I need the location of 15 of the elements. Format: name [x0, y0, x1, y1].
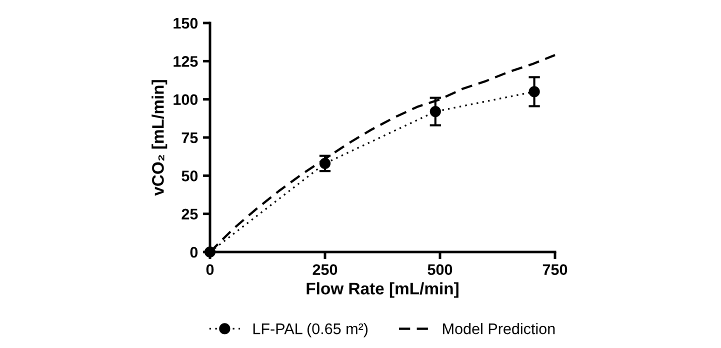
- legend-label: LF-PAL (0.65 m²): [253, 323, 368, 338]
- y-tick-label: 25: [182, 208, 198, 220]
- x-tick-label: 500: [428, 264, 452, 276]
- y-tick-label: 0: [190, 246, 198, 258]
- y-tick-label: 150: [174, 18, 198, 29]
- y-axis-title: vCO₂ [mL/min]: [152, 80, 168, 196]
- x-tick-label: 750: [542, 264, 568, 276]
- y-tick-label: 125: [174, 56, 198, 67]
- x-tick-label: 0: [206, 264, 214, 276]
- x-tick-label: 250: [312, 264, 338, 276]
- y-tick-label: 50: [182, 170, 198, 182]
- y-tick-label: 75: [182, 132, 198, 144]
- legend-label: Model Prediction: [443, 323, 555, 334]
- y-tick-label: 100: [174, 94, 198, 106]
- x-axis-title: Flow Rate [mL/min]: [306, 282, 458, 298]
